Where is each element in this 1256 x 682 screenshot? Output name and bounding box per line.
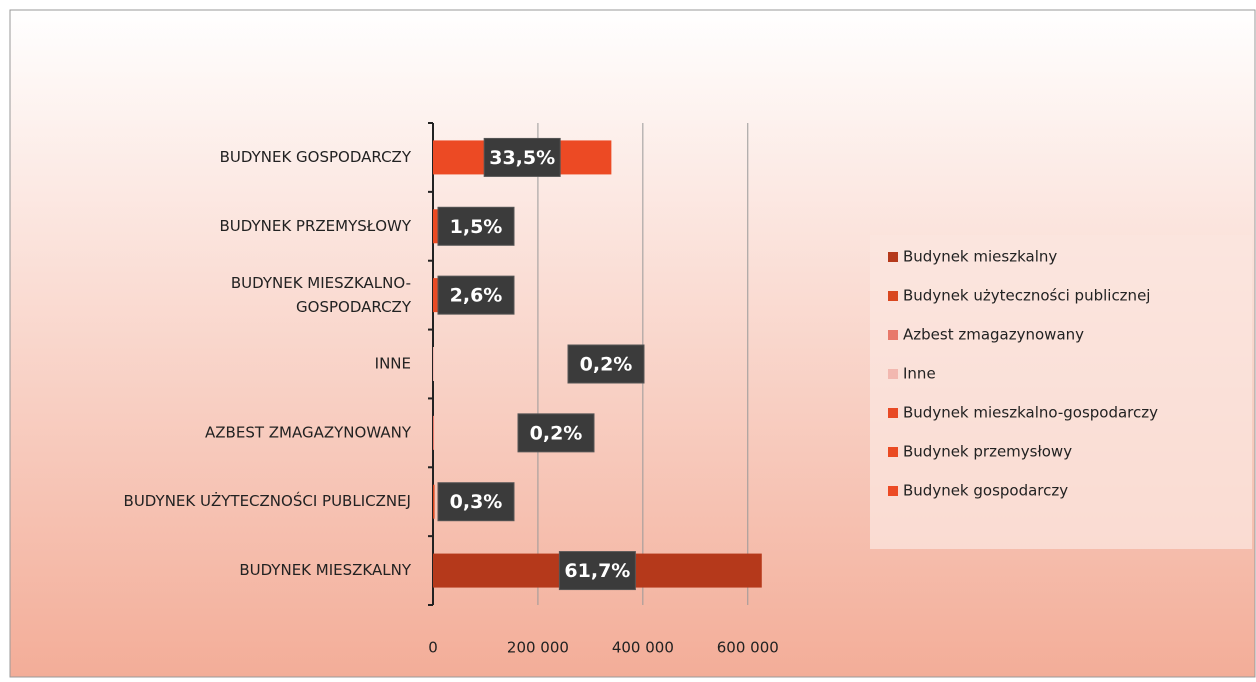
bar: [433, 209, 441, 244]
bar: [433, 347, 435, 381]
legend-swatch: [888, 291, 898, 301]
data-label: 33,5%: [489, 147, 555, 169]
legend-label: Budynek gospodarczy: [903, 482, 1068, 500]
data-label: 0,2%: [530, 422, 583, 444]
y-tick-label: INNE: [375, 355, 411, 373]
legend-swatch: [888, 330, 898, 340]
data-label-box: [517, 413, 595, 453]
data-label: 2,6%: [450, 285, 503, 307]
data-label-box: [567, 344, 645, 384]
data-label-box: [483, 137, 561, 177]
legend-label: Budynek przemysłowy: [903, 443, 1072, 461]
legend-label: Budynek mieszkalno-gospodarczy: [903, 404, 1158, 422]
legend-swatch: [888, 252, 898, 262]
legend-label: Budynek użyteczności publicznej: [903, 287, 1150, 305]
x-tick-label: 600 000: [717, 639, 779, 657]
x-tick-label: 400 000: [612, 639, 674, 657]
y-tick-label: BUDYNEK UŻYTECZNOŚCI PUBLICZNEJ: [124, 491, 411, 510]
data-label-box: [437, 482, 515, 522]
legend-label: Budynek mieszkalny: [903, 248, 1057, 266]
legend-box: [870, 235, 1252, 549]
legend-label: Azbest zmagazynowany: [903, 326, 1084, 344]
legend-swatch: [888, 408, 898, 418]
data-label-box: [558, 551, 636, 591]
legend-label: Inne: [903, 365, 936, 383]
x-tick-label: 0: [428, 639, 438, 657]
legend-swatch: [888, 447, 898, 457]
y-tick-label: AZBEST ZMAGAZYNOWANY: [205, 423, 412, 441]
y-tick-label: BUDYNEK MIESZKALNO-GOSPODARCZY: [231, 274, 412, 316]
legend-swatch: [888, 486, 898, 496]
data-label: 0,2%: [580, 354, 633, 376]
y-tick-label: BUDYNEK GOSPODARCZY: [220, 148, 412, 166]
data-label: 0,3%: [450, 491, 503, 513]
y-tick-label: BUDYNEK MIESZKALNY: [239, 561, 412, 579]
data-label: 61,7%: [564, 560, 630, 582]
bar: [433, 415, 435, 450]
data-label: 1,5%: [450, 216, 503, 238]
data-label-box: [437, 206, 515, 246]
y-tick-label: BUDYNEK PRZEMYSŁOWY: [219, 217, 411, 235]
data-label-box: [437, 275, 515, 315]
legend-swatch: [888, 369, 898, 379]
bar: [433, 484, 435, 519]
x-tick-label: 200 000: [507, 639, 569, 657]
